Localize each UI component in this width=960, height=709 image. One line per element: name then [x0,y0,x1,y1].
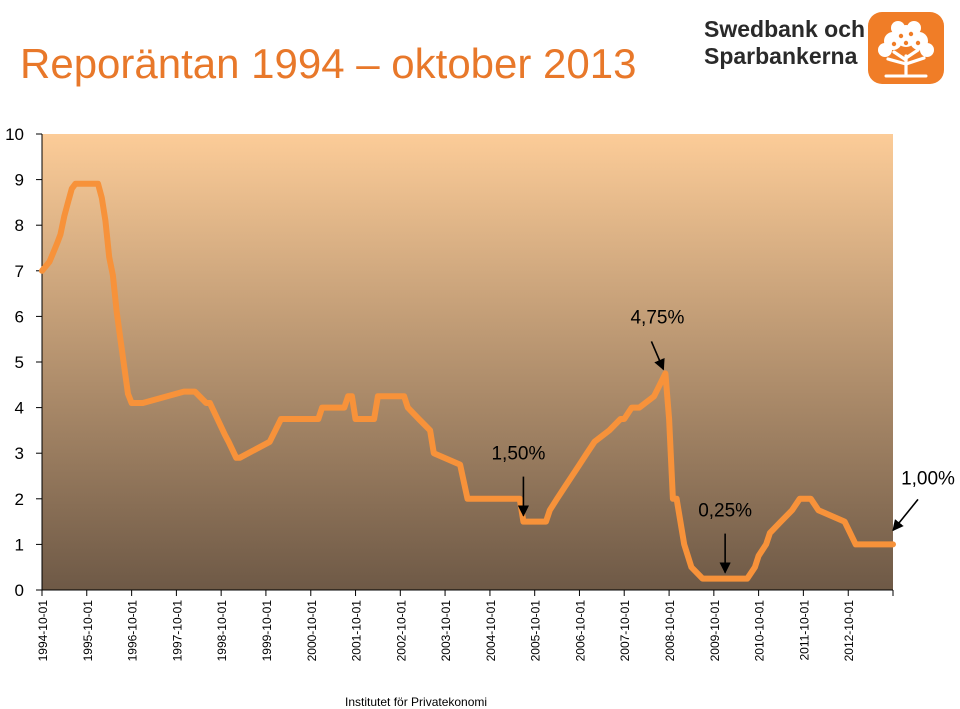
x-tick-label: 2004-10-01 [484,600,498,662]
x-tick-label: 1995-10-01 [81,600,95,662]
y-tick-label: 6 [15,307,24,326]
y-tick-label: 0 [15,581,24,600]
annotation-label: 1,00% [901,468,955,489]
repo-rate-chart: 0 1 2 3 4 5 6 7 8 9 10 1994-10-01 1995-10-01 1996-10… [5,125,955,662]
y-tick-label: 5 [15,353,24,372]
y-tick-label: 10 [5,125,24,144]
x-tick-label: 1996-10-01 [126,600,140,662]
x-tick-label: 2007-10-01 [618,600,632,662]
x-tick-label: 2001-10-01 [350,600,364,662]
annotation-label: 1,50% [491,444,545,465]
x-tick-label: 2005-10-01 [529,600,543,662]
brand-name-line1: Swedbank och [704,16,866,42]
x-tick-label: 2006-10-01 [573,600,587,662]
x-tick-label: 2010-10-01 [753,600,767,662]
y-tick-label: 8 [15,216,24,235]
y-tick-label: 7 [15,262,24,281]
x-tick-label: 1997-10-01 [170,600,184,662]
page-title: Reporäntan 1994 – oktober 2013 [20,40,637,87]
y-tick-label: 1 [15,535,24,554]
x-tick-label: 1994-10-01 [36,600,50,662]
source-credit: Institutet för Privatekonomi [345,695,488,709]
y-tick-label: 3 [15,444,24,463]
x-tick-label: 2000-10-01 [305,600,319,662]
y-tick-label: 4 [15,399,24,418]
annotations: 4,75% 1,50% 0,25% 1,00% [491,307,955,574]
x-tick-label: 2008-10-01 [663,600,677,662]
x-tick-label: 1998-10-01 [215,600,229,662]
x-tick-label: 2012-10-01 [842,600,856,662]
repo-rate-line [39,180,896,582]
y-axis-ticks: 0 1 2 3 4 5 6 7 8 9 10 [5,125,42,600]
x-tick-label: 2011-10-01 [797,600,811,661]
plot-area [42,134,893,590]
x-tick-label: 2009-10-01 [708,600,722,662]
annotation-arrow [650,341,665,371]
brand-logo: Swedbank och Sparbankerna [700,12,950,84]
brand-name: Swedbank och Sparbankerna [704,16,865,70]
oak-tree-icon [868,12,944,84]
x-tick-label: 2003-10-01 [439,600,453,662]
brand-name-line2: Sparbankerna [704,43,858,69]
x-tick-label: 1999-10-01 [260,600,274,662]
annotation-label: 0,25% [698,501,752,522]
x-tick-label: 2002-10-01 [394,600,408,662]
annotation-arrow [892,498,919,532]
y-tick-label: 2 [15,490,24,509]
y-tick-label: 9 [15,171,24,190]
annotation-label: 4,75% [630,307,684,328]
x-axis-ticks: 1994-10-01 1995-10-01 1996-10-01 1997-10-01… [36,590,894,662]
